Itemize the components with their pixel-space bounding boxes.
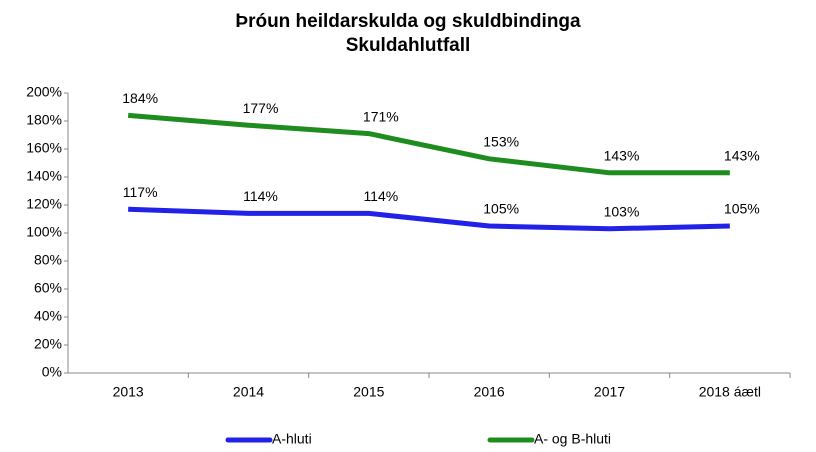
data-label: 105% bbox=[483, 201, 519, 217]
chart-title: Þróun heildarskulda og skuldbindinga bbox=[235, 11, 581, 32]
y-tick-label: 120% bbox=[26, 196, 62, 212]
data-label: 103% bbox=[604, 204, 640, 220]
data-label: 153% bbox=[483, 134, 519, 150]
legend-label: A- og B-hluti bbox=[534, 431, 611, 447]
x-tick-label: 2016 bbox=[474, 384, 505, 400]
data-label: 184% bbox=[122, 90, 158, 106]
y-tick-label: 80% bbox=[34, 252, 62, 268]
x-tick-label: 2015 bbox=[353, 384, 384, 400]
y-tick-label: 160% bbox=[26, 140, 62, 156]
y-tick-label: 200% bbox=[26, 84, 62, 100]
data-label: 143% bbox=[604, 148, 640, 164]
x-tick-label: 2014 bbox=[233, 384, 264, 400]
data-label: 105% bbox=[724, 201, 760, 217]
data-label: 171% bbox=[363, 108, 399, 124]
x-tick-label: 2017 bbox=[594, 384, 625, 400]
data-label: 177% bbox=[243, 100, 279, 116]
chart-subtitle: Skuldahlutfall bbox=[346, 35, 471, 56]
series-line bbox=[128, 206, 730, 232]
legend-label: A-hluti bbox=[272, 431, 312, 447]
y-tick-label: 20% bbox=[34, 336, 62, 352]
data-label: 117% bbox=[123, 184, 158, 200]
y-tick-label: 40% bbox=[34, 308, 62, 324]
y-tick-label: 0% bbox=[42, 364, 62, 380]
data-label: 114% bbox=[363, 188, 398, 204]
x-tick-label: 2018 áætl bbox=[699, 384, 761, 400]
y-tick-label: 180% bbox=[26, 112, 62, 128]
y-tick-label: 60% bbox=[34, 280, 62, 296]
data-label: 143% bbox=[724, 148, 760, 164]
y-tick-label: 100% bbox=[26, 224, 62, 240]
x-tick-label: 2013 bbox=[113, 384, 144, 400]
data-label: 114% bbox=[243, 188, 278, 204]
series-line bbox=[127, 112, 730, 176]
y-tick-label: 140% bbox=[26, 168, 62, 184]
